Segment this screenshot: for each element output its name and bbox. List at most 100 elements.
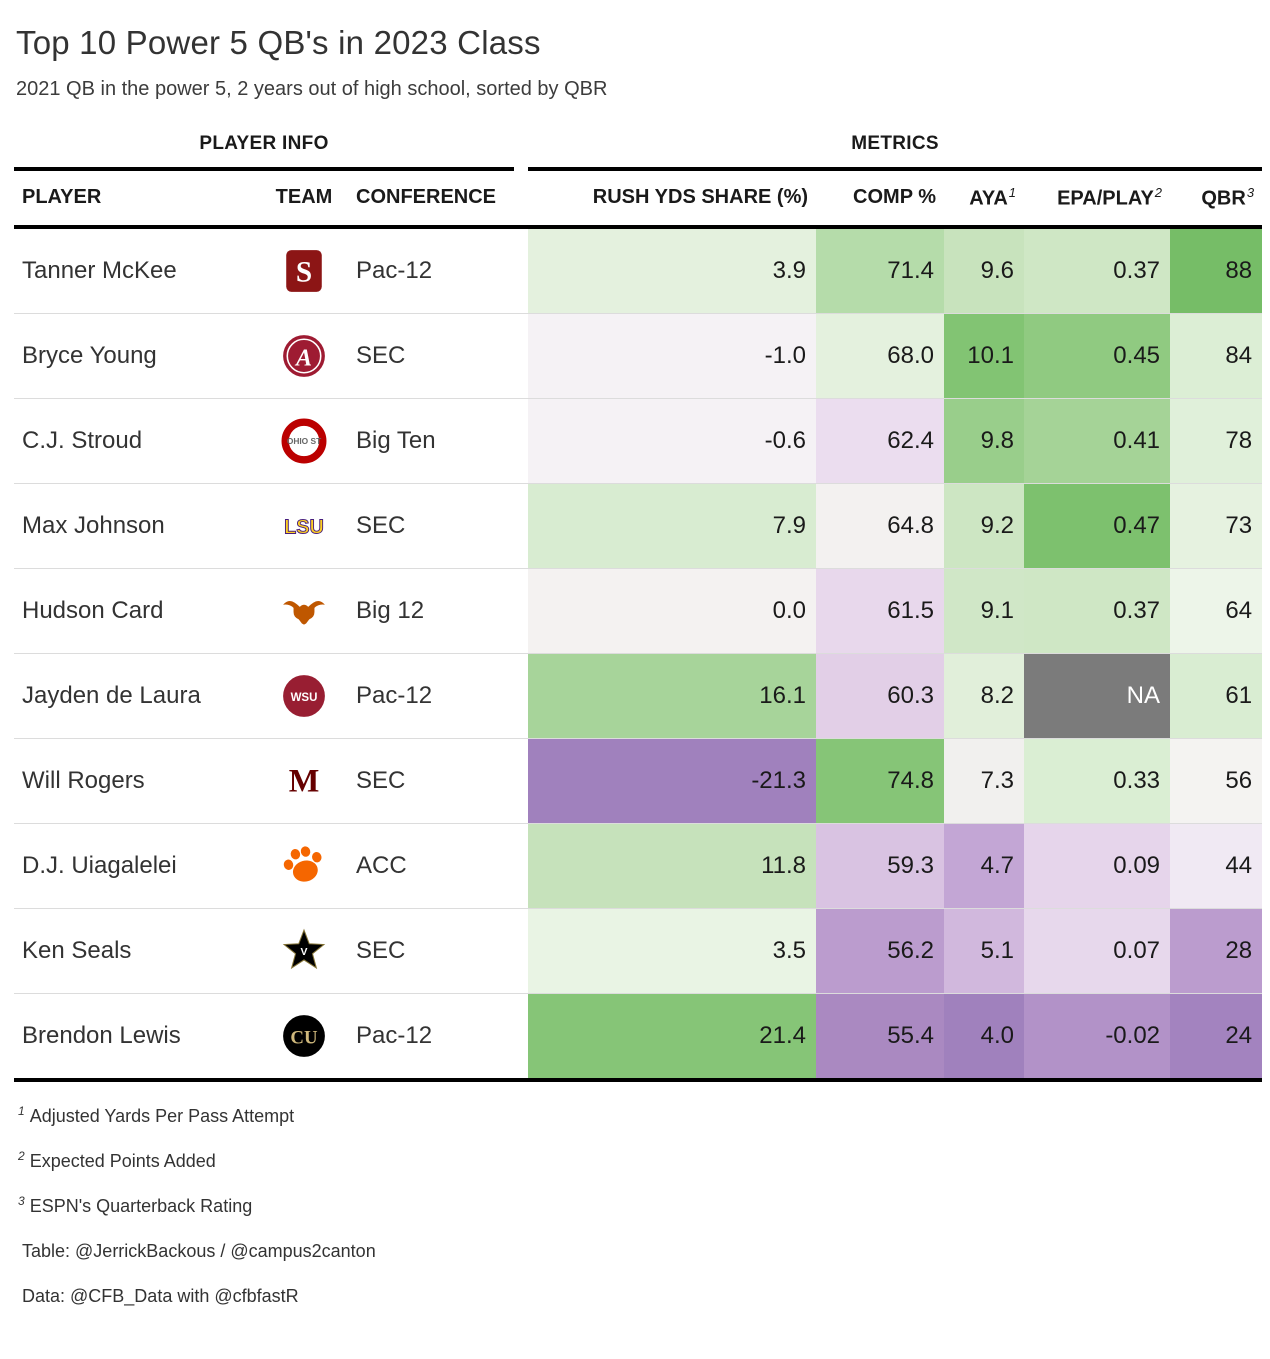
metric-aya: 9.2 xyxy=(944,483,1025,569)
column-header-conference: CONFERENCE xyxy=(348,169,515,229)
metric-qbr: 84 xyxy=(1170,313,1263,399)
team-cell: WSU xyxy=(260,653,348,739)
team-logo-vanderbilt: V xyxy=(281,928,327,974)
metric-qbr: 88 xyxy=(1170,226,1263,314)
metric-aya: 8.2 xyxy=(944,653,1025,739)
metric-qbr: 61 xyxy=(1170,653,1263,739)
footnote-sup: 1 xyxy=(18,1103,25,1118)
metric-comp-pct: 74.8 xyxy=(816,738,945,824)
metric-epa-play: 0.07 xyxy=(1024,908,1171,994)
metric-epa-play: 0.41 xyxy=(1024,398,1171,484)
conference-cell: Big Ten xyxy=(348,398,515,484)
column-gap xyxy=(514,313,529,399)
column-gap xyxy=(514,226,529,314)
metric-rush-yds-share: 16.1 xyxy=(528,653,817,739)
page-subtitle: 2021 QB in the power 5, 2 years out of h… xyxy=(16,78,608,100)
column-gap xyxy=(514,398,529,484)
table-row: C.J. Stroud OHIO ST Big Ten -0.6 62.4 9.… xyxy=(14,398,1263,484)
page-title: Top 10 Power 5 QB's in 2023 Class xyxy=(16,24,541,61)
table-row: Tanner McKee S Pac-12 3.9 71.4 9.6 0.37 … xyxy=(14,226,1263,314)
metric-epa-play: 0.37 xyxy=(1024,226,1171,314)
metric-epa-play: 0.37 xyxy=(1024,568,1171,654)
footnote-text: ESPN's Quarterback Rating xyxy=(29,1195,253,1216)
player-name: Jayden de Laura xyxy=(14,653,260,739)
spanner-row: PLAYER INFO METRICS xyxy=(14,129,1263,171)
team-logo-stanford: S xyxy=(281,248,327,294)
column-header-rush-yds-share: RUSH YDS SHARE (%) xyxy=(528,169,817,229)
metric-rush-yds-share: 3.9 xyxy=(528,226,817,314)
player-name: Tanner McKee xyxy=(14,226,260,314)
conference-cell: Pac-12 xyxy=(348,226,515,314)
metric-aya: 9.6 xyxy=(944,226,1025,314)
table-row: Bryce Young A SEC -1.0 68.0 10.1 0.45 84 xyxy=(14,313,1263,399)
metric-aya: 5.1 xyxy=(944,908,1025,994)
spanner-gap xyxy=(514,129,528,169)
svg-text:LSU: LSU xyxy=(284,516,324,538)
metric-epa-play: 0.33 xyxy=(1024,738,1171,824)
team-logo-ohio-state: OHIO ST xyxy=(281,418,327,464)
metric-aya: 7.3 xyxy=(944,738,1025,824)
metric-rush-yds-share: -0.6 xyxy=(528,398,817,484)
metric-epa-play: 0.45 xyxy=(1024,313,1171,399)
column-gap xyxy=(514,483,529,569)
metric-comp-pct: 56.2 xyxy=(816,908,945,994)
column-header-team: TEAM xyxy=(260,169,348,229)
metric-qbr: 28 xyxy=(1170,908,1263,994)
metric-aya: 4.0 xyxy=(944,993,1025,1082)
conference-cell: SEC xyxy=(348,738,515,824)
svg-text:S: S xyxy=(296,256,312,288)
metric-rush-yds-share: 11.8 xyxy=(528,823,817,909)
team-logo-colorado: CU xyxy=(281,1013,327,1059)
column-header-aya: AYA1 xyxy=(944,169,1025,229)
team-cell: LSU xyxy=(260,483,348,569)
metric-comp-pct: 71.4 xyxy=(816,226,945,314)
footnote-sup: 3 xyxy=(18,1193,25,1208)
team-cell: A xyxy=(260,313,348,399)
metric-qbr: 64 xyxy=(1170,568,1263,654)
column-header-player: PLAYER xyxy=(14,169,260,229)
metric-comp-pct: 68.0 xyxy=(816,313,945,399)
column-header-row: PLAYER TEAM CONFERENCE RUSH YDS SHARE (%… xyxy=(14,169,1263,229)
player-name: Will Rogers xyxy=(14,738,260,824)
column-gap xyxy=(514,738,529,824)
metric-rush-yds-share: 3.5 xyxy=(528,908,817,994)
conference-cell: SEC xyxy=(348,313,515,399)
team-cell: M xyxy=(260,738,348,824)
qb-heat-table: PLAYER INFO METRICS PLAYER TEAM CONFEREN… xyxy=(14,129,1263,1082)
team-cell: CU xyxy=(260,993,348,1082)
column-header-epa-play: EPA/PLAY2 xyxy=(1024,169,1171,229)
player-name: D.J. Uiagalelei xyxy=(14,823,260,909)
conference-cell: Pac-12 xyxy=(348,653,515,739)
svg-text:CU: CU xyxy=(290,1027,318,1048)
column-gap xyxy=(514,823,529,909)
footnote-sup: 2 xyxy=(18,1148,25,1163)
credit-table-author: Table: @JerrickBackous / @campus2canton xyxy=(22,1240,376,1261)
svg-text:WSU: WSU xyxy=(291,692,318,704)
metric-rush-yds-share: 7.9 xyxy=(528,483,817,569)
spanner-player-info: PLAYER INFO xyxy=(14,129,515,171)
team-cell: V xyxy=(260,908,348,994)
team-logo-alabama: A xyxy=(281,333,327,379)
svg-text:V: V xyxy=(301,947,308,958)
metric-qbr: 73 xyxy=(1170,483,1263,569)
column-gap xyxy=(514,653,529,739)
player-name: Hudson Card xyxy=(14,568,260,654)
player-name: Ken Seals xyxy=(14,908,260,994)
table-row: Hudson Card Big 12 0.0 61.5 9.1 0.37 64 xyxy=(14,568,1263,654)
table-row: Ken Seals V SEC 3.5 56.2 5.1 0.07 28 xyxy=(14,908,1263,994)
metric-rush-yds-share: 21.4 xyxy=(528,993,817,1082)
metric-qbr: 78 xyxy=(1170,398,1263,484)
metric-qbr: 44 xyxy=(1170,823,1263,909)
footnote-marker-3: 3 xyxy=(1246,185,1255,200)
metric-comp-pct: 60.3 xyxy=(816,653,945,739)
conference-cell: SEC xyxy=(348,483,515,569)
svg-text:OHIO ST: OHIO ST xyxy=(287,436,322,446)
metric-epa-play: 0.47 xyxy=(1024,483,1171,569)
svg-text:A: A xyxy=(294,345,312,371)
table-row: Brendon Lewis CU Pac-12 21.4 55.4 4.0 -0… xyxy=(14,993,1263,1082)
svg-text:M: M xyxy=(289,763,320,799)
team-cell xyxy=(260,568,348,654)
footnote-qbr: 3 ESPN's Quarterback Rating xyxy=(18,1194,1262,1217)
conference-cell: Pac-12 xyxy=(348,993,515,1082)
column-header-epa-label: EPA/PLAY xyxy=(1057,187,1154,210)
